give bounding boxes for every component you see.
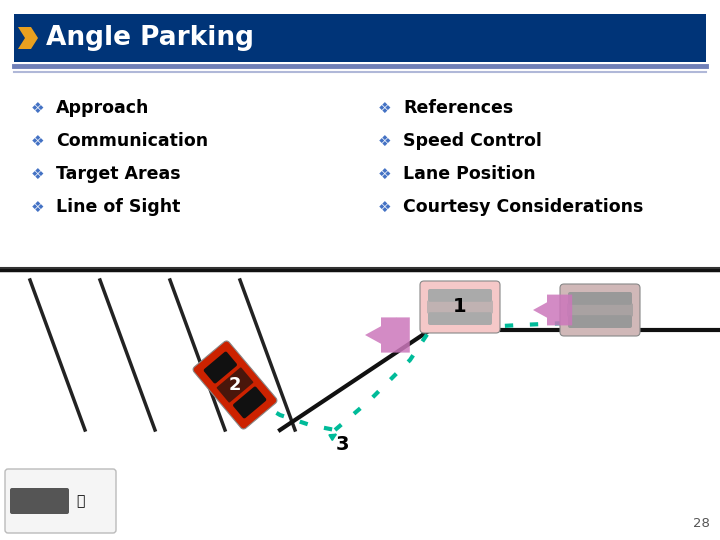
Text: Communication: Communication: [56, 132, 208, 150]
Text: Speed Control: Speed Control: [403, 132, 542, 150]
Polygon shape: [18, 27, 38, 49]
Polygon shape: [533, 295, 572, 326]
FancyBboxPatch shape: [428, 312, 492, 325]
FancyBboxPatch shape: [560, 284, 640, 336]
FancyBboxPatch shape: [204, 352, 237, 383]
FancyBboxPatch shape: [233, 387, 266, 418]
FancyBboxPatch shape: [568, 315, 632, 328]
Polygon shape: [365, 318, 410, 353]
Text: ❖: ❖: [31, 199, 45, 214]
Text: 3: 3: [336, 435, 348, 455]
Text: 28: 28: [693, 517, 710, 530]
Text: References: References: [403, 99, 513, 117]
Text: ❖: ❖: [31, 133, 45, 148]
Text: Line of Sight: Line of Sight: [56, 198, 181, 216]
Text: 2: 2: [229, 376, 241, 394]
Text: Approach: Approach: [56, 99, 149, 117]
FancyBboxPatch shape: [428, 289, 492, 302]
Text: ❖: ❖: [31, 100, 45, 116]
Text: Lane Position: Lane Position: [403, 165, 536, 183]
Text: ❖: ❖: [378, 133, 392, 148]
Text: ❖: ❖: [31, 166, 45, 181]
Text: 1: 1: [453, 298, 467, 316]
Text: ❖: ❖: [378, 199, 392, 214]
FancyBboxPatch shape: [193, 341, 277, 429]
Text: ❖: ❖: [378, 166, 392, 181]
Text: Courtesy Considerations: Courtesy Considerations: [403, 198, 644, 216]
FancyBboxPatch shape: [14, 14, 706, 62]
FancyBboxPatch shape: [427, 300, 493, 314]
FancyBboxPatch shape: [568, 292, 632, 305]
Text: 🚗: 🚗: [76, 494, 84, 508]
FancyBboxPatch shape: [217, 367, 253, 403]
Text: Angle Parking: Angle Parking: [46, 25, 254, 51]
FancyBboxPatch shape: [5, 469, 116, 533]
Text: Target Areas: Target Areas: [56, 165, 181, 183]
FancyBboxPatch shape: [10, 488, 69, 514]
FancyBboxPatch shape: [567, 303, 633, 316]
FancyArrowPatch shape: [330, 435, 336, 440]
Text: ❖: ❖: [378, 100, 392, 116]
FancyBboxPatch shape: [420, 281, 500, 333]
FancyBboxPatch shape: [0, 270, 720, 540]
